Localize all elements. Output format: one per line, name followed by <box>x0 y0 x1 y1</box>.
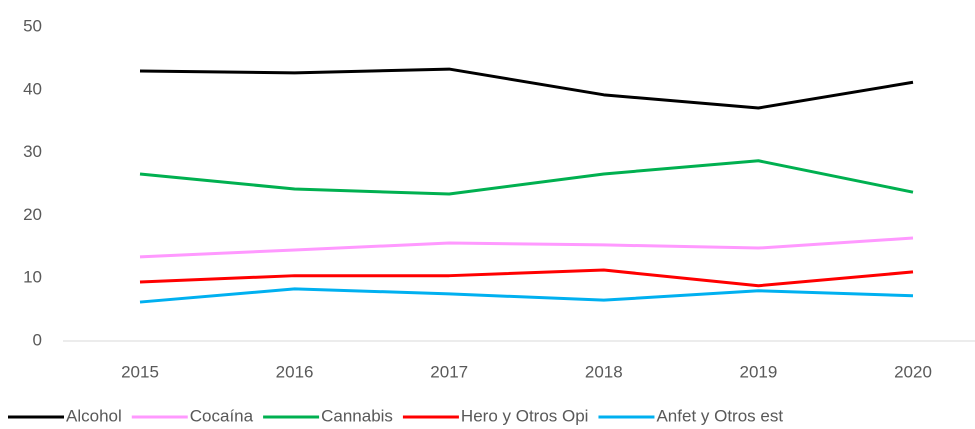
series-line <box>139 67 914 110</box>
x-tick-label: 2018 <box>585 362 623 381</box>
y-tick-label: 0 <box>33 330 42 349</box>
legend-label: Cannabis <box>321 406 393 425</box>
series-line <box>139 268 914 288</box>
y-tick-label: 30 <box>23 142 42 161</box>
x-tick-label: 2019 <box>739 362 777 381</box>
y-tick-label: 10 <box>23 268 42 287</box>
legend-label: Alcohol <box>66 406 122 425</box>
series-line <box>139 236 914 259</box>
y-tick-label: 20 <box>23 205 42 224</box>
x-tick-label: 2017 <box>430 362 468 381</box>
x-tick-label: 2020 <box>894 362 932 381</box>
legend-label: Cocaína <box>190 406 254 425</box>
y-tick-label: 40 <box>23 79 42 98</box>
legend-label: Hero y Otros Opi <box>461 406 589 425</box>
legend-label: Anfet y Otros est <box>656 406 783 425</box>
y-tick-label: 50 <box>23 16 42 35</box>
x-tick-label: 2016 <box>276 362 314 381</box>
series-line <box>139 287 914 304</box>
series-line <box>139 159 914 196</box>
x-tick-label: 2015 <box>121 362 159 381</box>
